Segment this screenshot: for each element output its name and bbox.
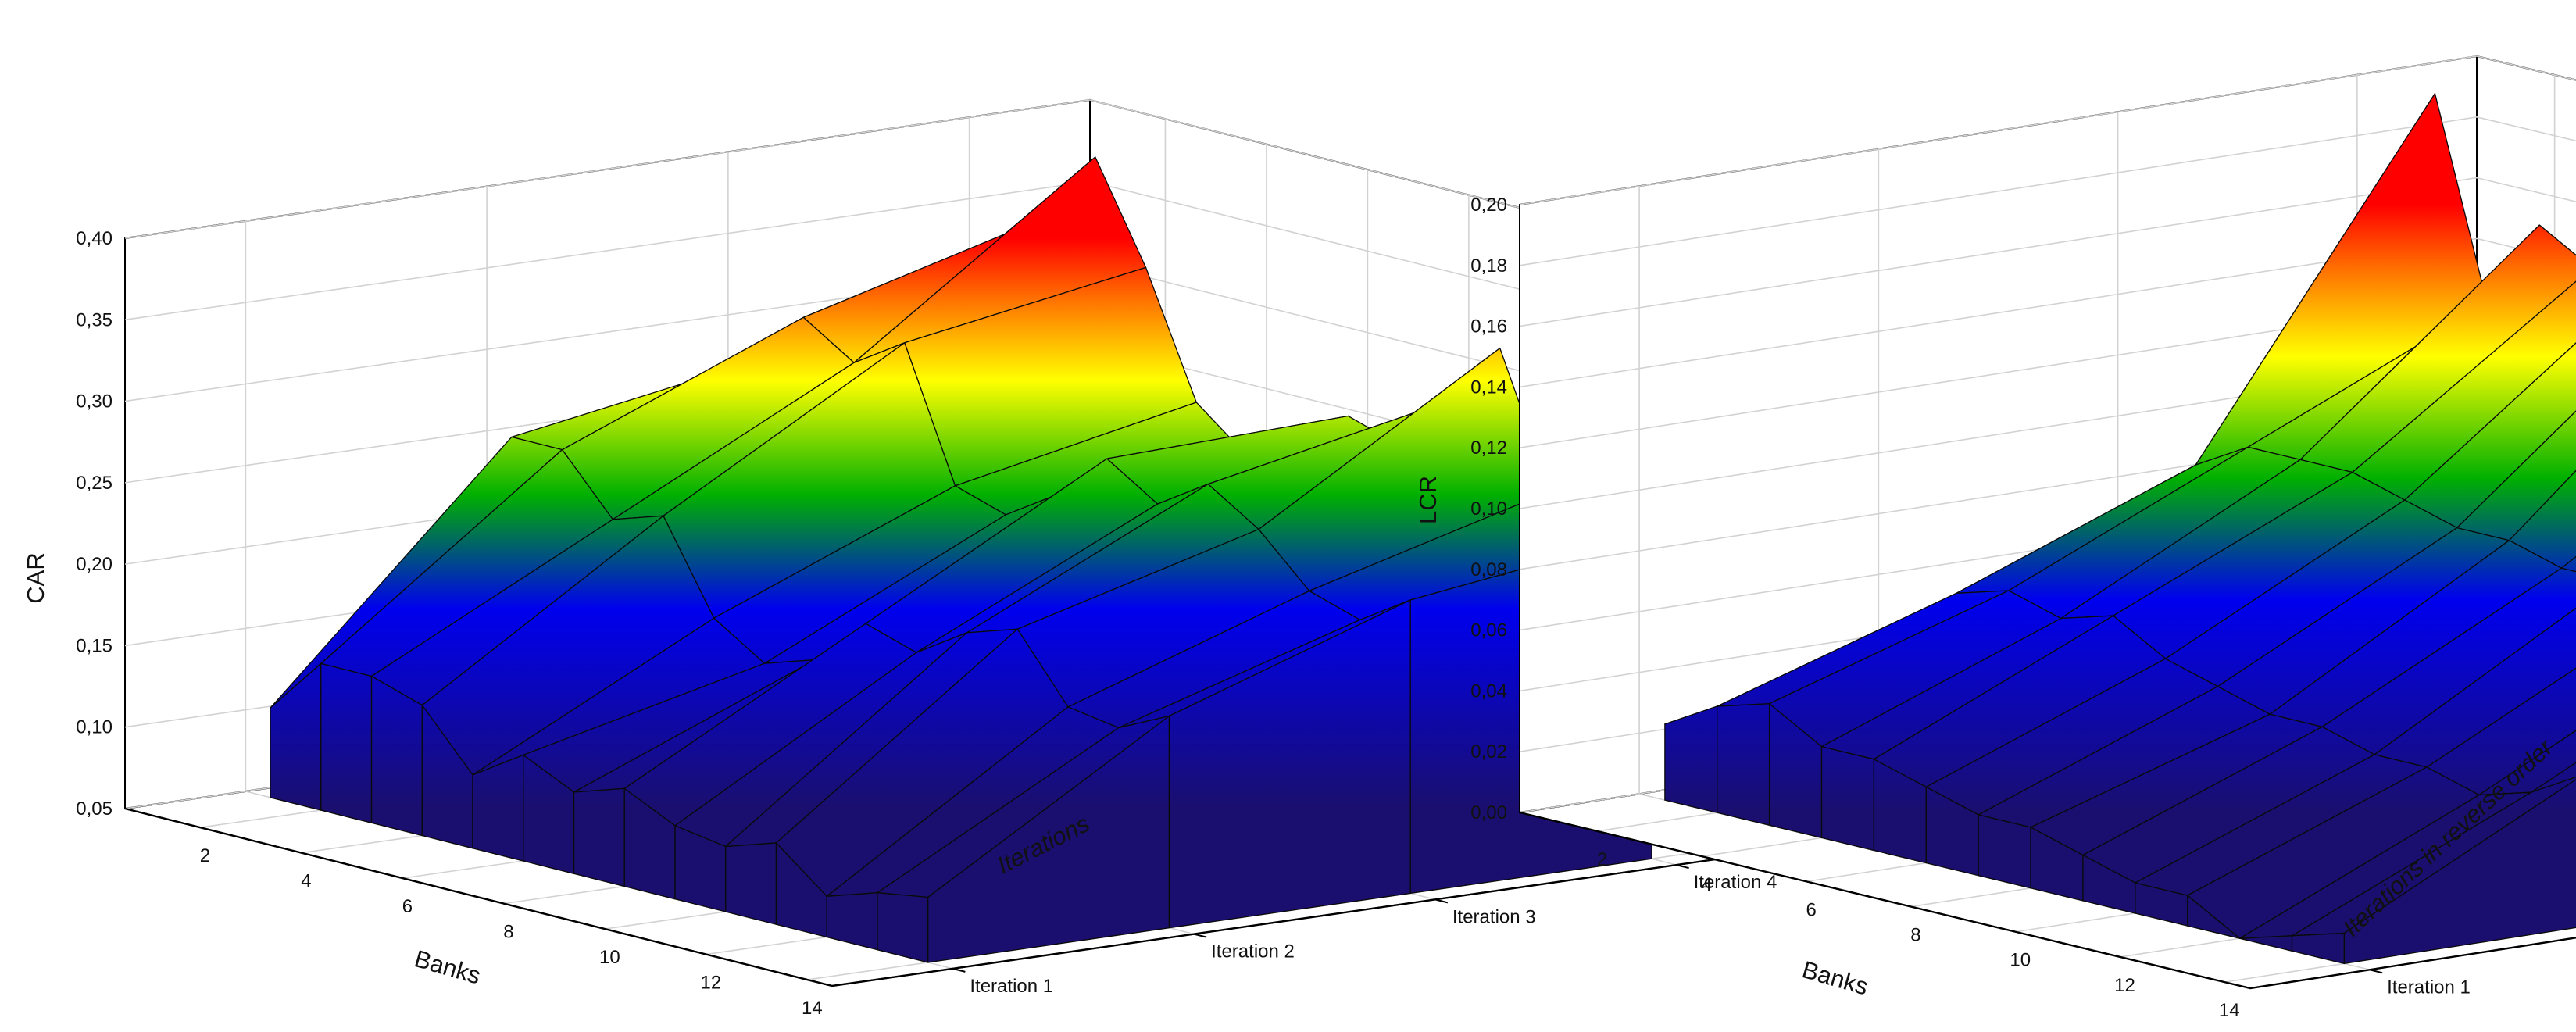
lcr-surface-skirt <box>1978 814 2031 889</box>
lcr-z-tick-label: 0,14 <box>1470 377 1507 398</box>
car-y-tick-label: Iteration 1 <box>970 976 1053 997</box>
car-surface-skirt <box>725 842 777 926</box>
car-z-tick-label: 0,05 <box>76 798 113 820</box>
car-x-tick-label: 4 <box>301 871 311 892</box>
car-z-axis-title: CAR <box>22 552 49 603</box>
lcr-z-tick-label: 0,18 <box>1470 255 1507 277</box>
car-x-axis-title: Banks <box>412 945 484 989</box>
lcr-z-tick-label: 0,10 <box>1470 498 1507 520</box>
car-z-tick-label: 0,40 <box>76 228 113 249</box>
lcr-x-tick-label: 6 <box>1806 899 1816 920</box>
car-y-tick-mark <box>1193 933 1207 938</box>
lcr-surface-skirt <box>1820 745 1875 852</box>
lcr-z-gridline <box>1519 237 2576 388</box>
car-z-tick-label: 0,35 <box>76 309 113 330</box>
lcr-x-tick-label: 12 <box>2114 975 2135 996</box>
lcr-tick-labels: 0,00 0,02 0,04 0,06 0,08 0,10 0,12 0,14 0,16 0,18… <box>1470 195 2471 1021</box>
car-x-tick-label: 12 <box>700 973 721 994</box>
car-x-tick-label: 6 <box>402 896 413 917</box>
lcr-surface <box>1664 93 2576 965</box>
lcr-x-tick-label: 14 <box>2219 1000 2240 1021</box>
lcr-z-tick-label: 0,02 <box>1470 741 1507 762</box>
lcr-z-tick-label: 0,04 <box>1470 680 1507 702</box>
lcr-surface-skirt <box>1664 705 1718 814</box>
car-z-tick-label: 0,30 <box>76 391 113 412</box>
car-y-tick-mark <box>1676 864 1689 870</box>
car-y-tick-label: Iteration 2 <box>1211 941 1295 962</box>
car-floor-edge <box>124 807 1798 987</box>
lcr-x-tick-label: 8 <box>1910 925 1920 946</box>
lcr-z-gridline <box>1519 116 2576 266</box>
lcr-z-gridline <box>1519 55 2576 205</box>
lcr-surface-skirt <box>2187 894 2241 939</box>
lcr-z-tick-label: 0,08 <box>1470 559 1507 580</box>
lcr-surface-patch <box>2560 555 2576 573</box>
lcr-y-tick-label: Iteration 1 <box>2387 977 2471 998</box>
car-x-tick-label: 10 <box>599 947 620 968</box>
lcr-z-tick-label: 0,00 <box>1470 802 1507 823</box>
car-z-tick-label: 0,10 <box>76 717 113 738</box>
lcr-z-tick-label: 0,20 <box>1470 195 1507 216</box>
lcr-x-axis-title: Banks <box>1799 955 1871 1000</box>
lcr-surface-chart: 0,00 0,02 0,04 0,06 0,08 0,10 0,12 0,14 0,16 0,18… <box>1414 55 2576 1021</box>
lcr-z-axis-title: LCR <box>1414 476 1442 524</box>
lcr-floor-edge <box>1519 811 2576 990</box>
car-y-tick-label: Iteration 3 <box>1452 906 1536 927</box>
lcr-z-gridline <box>1519 177 2576 327</box>
lcr-x-tick-label: 10 <box>2010 950 2031 971</box>
car-surface-skirt <box>877 891 929 963</box>
car-tick-labels: 0,05 0,10 0,15 0,20 0,25 0,30 0,35 0,40 2 4 6 8 10 12… <box>76 228 1777 1019</box>
lcr-x-tick-label: 4 <box>1702 874 1712 895</box>
lcr-x-tick-label: 2 <box>1597 849 1607 870</box>
car-surface <box>270 156 1652 963</box>
lcr-z-tick-label: 0,16 <box>1470 316 1507 337</box>
car-y-tick-mark <box>952 967 966 973</box>
lcr-z-tick-label: 0,06 <box>1470 620 1507 641</box>
car-y-tick-label: Iteration 4 <box>1694 872 1777 893</box>
lcr-surface-side <box>2343 778 2576 965</box>
lcr-z-tick-label: 0,12 <box>1470 437 1507 459</box>
car-x-tick-label: 2 <box>200 845 210 866</box>
car-surface-skirt <box>320 662 373 824</box>
car-z-tick-label: 0,25 <box>76 473 113 494</box>
car-x-tick-label: 14 <box>802 998 823 1019</box>
car-surface-skirt <box>573 787 625 887</box>
lcr-surface-skirt <box>1717 703 1770 827</box>
car-surface-chart: 0,05 0,10 0,15 0,20 0,25 0,30 0,35 0,40 2 4 6 8 10 12… <box>22 98 1798 1019</box>
car-x-tick-label: 8 <box>503 922 513 943</box>
car-y-tick-mark <box>1434 898 1449 904</box>
car-z-tick-label: 0,15 <box>76 635 113 656</box>
car-z-tick-label: 0,20 <box>76 554 113 575</box>
lcr-y-tick-mark <box>2369 969 2383 974</box>
